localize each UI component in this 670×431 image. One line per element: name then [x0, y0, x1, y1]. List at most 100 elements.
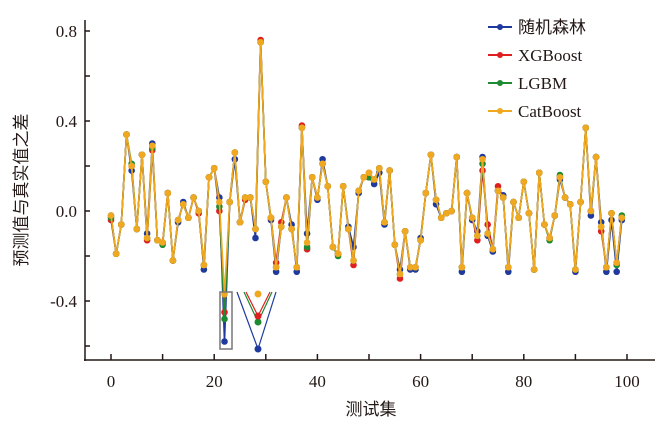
- data-point: [216, 198, 223, 206]
- data-point: [556, 173, 564, 181]
- data-point: [489, 245, 497, 253]
- y-tick-label: 0.0: [56, 202, 77, 221]
- data-point: [190, 194, 197, 201]
- data-point: [499, 194, 507, 201]
- data-point: [613, 259, 620, 267]
- data-point: [448, 207, 455, 215]
- data-point: [339, 182, 347, 190]
- legend-item-catboost: CatBoost: [488, 102, 582, 121]
- data-point: [572, 266, 579, 273]
- data-point: [484, 230, 491, 237]
- data-point: [597, 223, 605, 231]
- data-point: [283, 194, 290, 201]
- data-point: [308, 173, 316, 181]
- data-point: [314, 194, 321, 201]
- data-point: [474, 232, 481, 240]
- data-point: [577, 198, 584, 206]
- y-tick-label: -0.4: [50, 292, 77, 311]
- legend-label-catboost: CatBoost: [518, 102, 582, 121]
- data-point: [530, 266, 538, 273]
- series-layer: [107, 36, 626, 345]
- data-point: [247, 194, 254, 201]
- data-point: [463, 189, 471, 197]
- legend-item-xgboost: XGBoost: [488, 46, 583, 65]
- data-point: [494, 187, 502, 195]
- data-point: [396, 270, 404, 278]
- data-point: [107, 212, 115, 219]
- data-point: [370, 176, 378, 183]
- x-axis-label: 测试集: [346, 400, 397, 419]
- data-point: [587, 207, 595, 215]
- data-point: [236, 218, 244, 226]
- data-point: [350, 257, 357, 264]
- data-point: [324, 182, 332, 190]
- data-point: [613, 268, 620, 276]
- data-point: [412, 263, 419, 271]
- data-point: [376, 164, 383, 172]
- data-point: [566, 200, 574, 208]
- data-point: [169, 257, 177, 264]
- data-point: [164, 189, 172, 197]
- data-point: [365, 169, 373, 177]
- data-point: [112, 250, 120, 258]
- data-point: [200, 261, 208, 269]
- data-point: [272, 263, 280, 271]
- data-point: [520, 178, 528, 186]
- data-point: [148, 142, 156, 150]
- data-point: [329, 243, 337, 251]
- x-tick-label: 60: [412, 372, 429, 391]
- data-point: [133, 225, 141, 233]
- data-point: [345, 225, 352, 233]
- data-point: [422, 189, 430, 197]
- data-point: [252, 234, 259, 242]
- data-point: [608, 209, 615, 217]
- data-point: [458, 263, 466, 271]
- y-tick-label: 0.4: [56, 112, 78, 131]
- tick-labels: 0.8 0.4 0.0 -0.4 0 20 40 60 80 100: [50, 22, 640, 391]
- data-point: [319, 160, 326, 168]
- x-tick-label: 80: [515, 372, 532, 391]
- legend-marker-catboost: [497, 108, 503, 114]
- data-point: [561, 194, 569, 201]
- data-point: [128, 162, 135, 170]
- data-point: [401, 227, 409, 235]
- legend-marker-xgboost: [497, 52, 503, 58]
- data-point: [138, 151, 146, 159]
- legend: 随机森林 XGBoost LGBM CatBoost: [488, 18, 586, 121]
- series-line: [110, 41, 623, 296]
- y-tick-label: 0.8: [56, 22, 77, 41]
- data-point: [525, 209, 533, 217]
- x-tick-label: 100: [614, 372, 640, 391]
- data-point: [221, 338, 228, 345]
- data-point: [241, 194, 249, 201]
- data-point: [406, 263, 414, 271]
- data-point: [159, 239, 166, 246]
- data-point: [427, 151, 435, 159]
- inset-point-xgb: [254, 312, 262, 320]
- data-point: [618, 214, 626, 222]
- data-point: [391, 241, 399, 249]
- data-point: [479, 155, 486, 163]
- data-point: [195, 207, 203, 215]
- data-point: [303, 239, 311, 246]
- data-point: [546, 234, 553, 242]
- data-point: [298, 124, 306, 132]
- data-point: [210, 164, 218, 172]
- data-point: [386, 167, 393, 174]
- data-point: [551, 212, 559, 219]
- data-point: [417, 236, 424, 244]
- legend-label-xgboost: XGBoost: [518, 46, 583, 65]
- data-point: [293, 263, 301, 271]
- x-tick-label: 0: [107, 372, 116, 391]
- legend-item-rf: 随机森林: [488, 18, 586, 37]
- legend-label-lgbm: LGBM: [518, 74, 567, 93]
- data-point: [143, 234, 151, 242]
- inset-point-rf: [254, 345, 262, 353]
- data-point: [443, 209, 450, 217]
- legend-marker-rf: [497, 24, 503, 30]
- data-point: [515, 214, 522, 222]
- data-point: [381, 218, 388, 226]
- data-point: [288, 225, 295, 233]
- inset-annotation: [219, 290, 277, 353]
